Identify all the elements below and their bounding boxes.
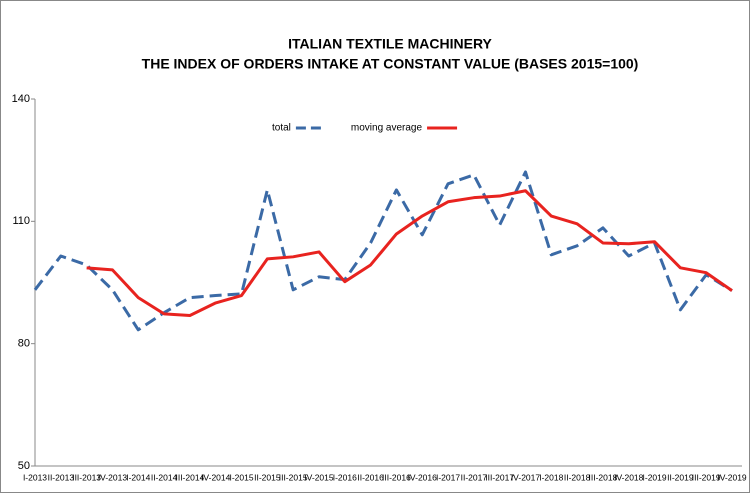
x-tick-label: IV-2013 bbox=[98, 472, 128, 482]
y-tick-label: 140 bbox=[12, 93, 30, 105]
x-tick-label: IV-2015 bbox=[304, 472, 334, 482]
x-tick-label: III-2016 bbox=[382, 472, 411, 482]
x-tick-label: I-2018 bbox=[539, 472, 563, 482]
legend-label: total bbox=[272, 123, 291, 134]
y-tick-label: 50 bbox=[18, 460, 30, 472]
x-tick-label: IV-2016 bbox=[408, 472, 438, 482]
x-tick-label: I-2013 bbox=[23, 472, 47, 482]
x-tick-label: III-2018 bbox=[589, 472, 618, 482]
chart-title: THE INDEX OF ORDERS INTAKE AT CONSTANT V… bbox=[142, 56, 639, 72]
x-tick-label: II-2014 bbox=[151, 472, 178, 482]
x-tick-label: III-2019 bbox=[692, 472, 721, 482]
x-tick-label: I-2017 bbox=[436, 472, 460, 482]
series-line bbox=[86, 189, 733, 318]
chart-title: ITALIAN TEXTILE MACHINERY bbox=[288, 36, 492, 52]
x-tick-label: I-2019 bbox=[643, 472, 667, 482]
legend-label: moving average bbox=[351, 123, 423, 134]
x-tick-label: I-2015 bbox=[229, 472, 253, 482]
y-tick-label: 80 bbox=[18, 338, 30, 350]
x-tick-label: II-2017 bbox=[461, 472, 488, 482]
y-tick-label: 110 bbox=[12, 215, 30, 227]
x-tick-label: IV-2018 bbox=[614, 472, 644, 482]
x-tick-label: II-2018 bbox=[564, 472, 591, 482]
x-tick-label: II-2013 bbox=[48, 472, 75, 482]
x-tick-label: III-2013 bbox=[72, 472, 101, 482]
x-tick-label: IV-2017 bbox=[511, 472, 541, 482]
x-tick-label: II-2016 bbox=[357, 472, 384, 482]
x-tick-label: III-2017 bbox=[485, 472, 514, 482]
x-tick-label: III-2015 bbox=[279, 472, 308, 482]
x-tick-label: II-2019 bbox=[667, 472, 694, 482]
x-tick-label: III-2014 bbox=[175, 472, 204, 482]
x-tick-label: I-2014 bbox=[126, 472, 150, 482]
x-tick-label: I-2016 bbox=[333, 472, 357, 482]
x-tick-label: IV-2019 bbox=[717, 472, 747, 482]
x-tick-label: II-2015 bbox=[254, 472, 281, 482]
x-tick-label: IV-2014 bbox=[201, 472, 231, 482]
